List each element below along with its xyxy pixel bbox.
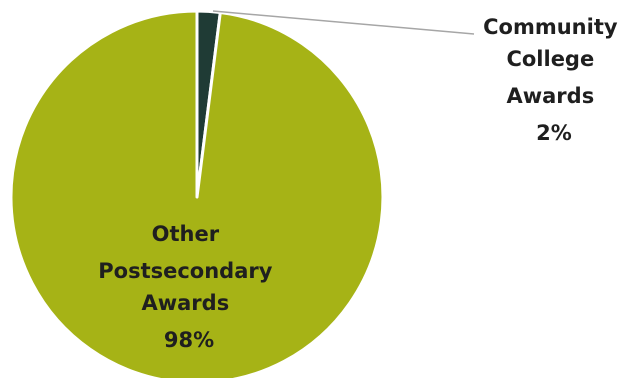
pie-slices	[9, 9, 385, 378]
label-other-postsecondary-awards: Other Postsecondary Awards 98%	[98, 222, 280, 352]
leader-line	[212, 10, 475, 35]
pie-slice-other-postsecondary-awards	[9, 9, 385, 378]
label-other-line2: Postsecondary	[98, 259, 272, 283]
label-other-value: 98%	[164, 328, 214, 352]
label-other-line3: Awards	[141, 291, 229, 315]
label-community-line1: Community	[483, 15, 618, 39]
label-community-college-awards: Community College Awards 2%	[483, 15, 625, 145]
label-community-line2: College	[506, 47, 594, 71]
label-community-value: 2%	[536, 121, 572, 145]
label-community-line3: Awards	[506, 84, 594, 108]
label-other-line1: Other	[152, 222, 220, 246]
